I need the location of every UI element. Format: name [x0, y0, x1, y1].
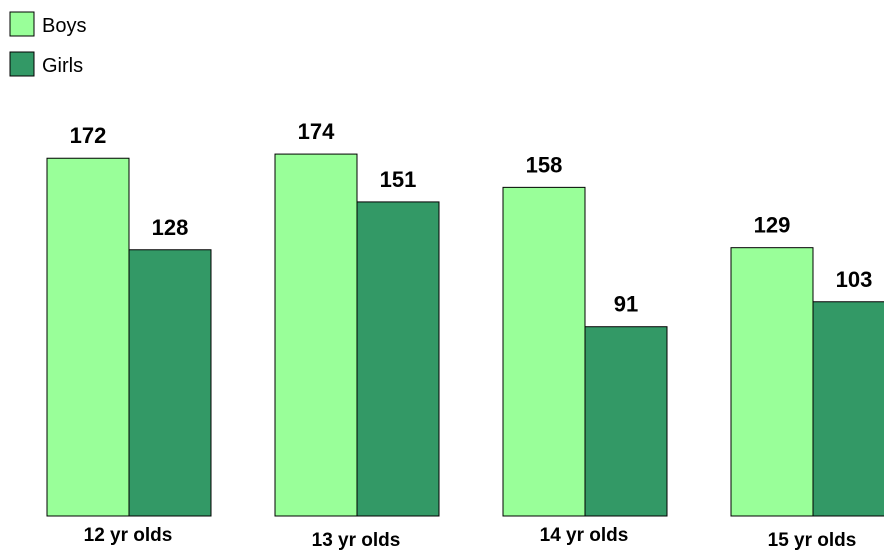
bar-boys-3	[502, 186, 586, 517]
bars	[46, 153, 884, 517]
category-labels: 12 yr olds 13 yr olds 14 yr olds 15 yr olds	[84, 525, 857, 551]
data-label-boys-3: 158	[526, 152, 563, 177]
bar-boys-2	[274, 153, 358, 517]
bar-girls-2	[356, 201, 440, 517]
bar-girls-1	[128, 249, 212, 517]
legend-label-boys: Boys	[42, 15, 86, 37]
legend-swatch-girls	[9, 51, 35, 77]
legend-label-girls: Girls	[42, 55, 83, 77]
legend: Boys Girls	[9, 11, 86, 77]
bar-boys-4	[730, 247, 814, 517]
data-label-girls-4: 103	[836, 267, 873, 292]
data-label-girls-2: 151	[380, 167, 417, 192]
data-label-boys-2: 174	[298, 119, 335, 144]
bar-boys-1	[46, 157, 130, 517]
data-labels: 172 128 174 151 158 91 129 103	[70, 119, 873, 317]
legend-swatch-boys	[9, 11, 35, 37]
data-label-girls-3: 91	[614, 292, 638, 317]
data-label-girls-1: 128	[152, 215, 189, 240]
bar-girls-3	[584, 326, 668, 517]
bar-girls-4	[812, 301, 884, 517]
category-label-1: 12 yr olds	[84, 525, 173, 546]
category-label-4: 15 yr olds	[768, 530, 857, 551]
data-label-boys-1: 172	[70, 123, 107, 148]
data-label-boys-4: 129	[754, 213, 791, 238]
category-label-3: 14 yr olds	[540, 525, 629, 546]
category-label-2: 13 yr olds	[312, 530, 401, 551]
